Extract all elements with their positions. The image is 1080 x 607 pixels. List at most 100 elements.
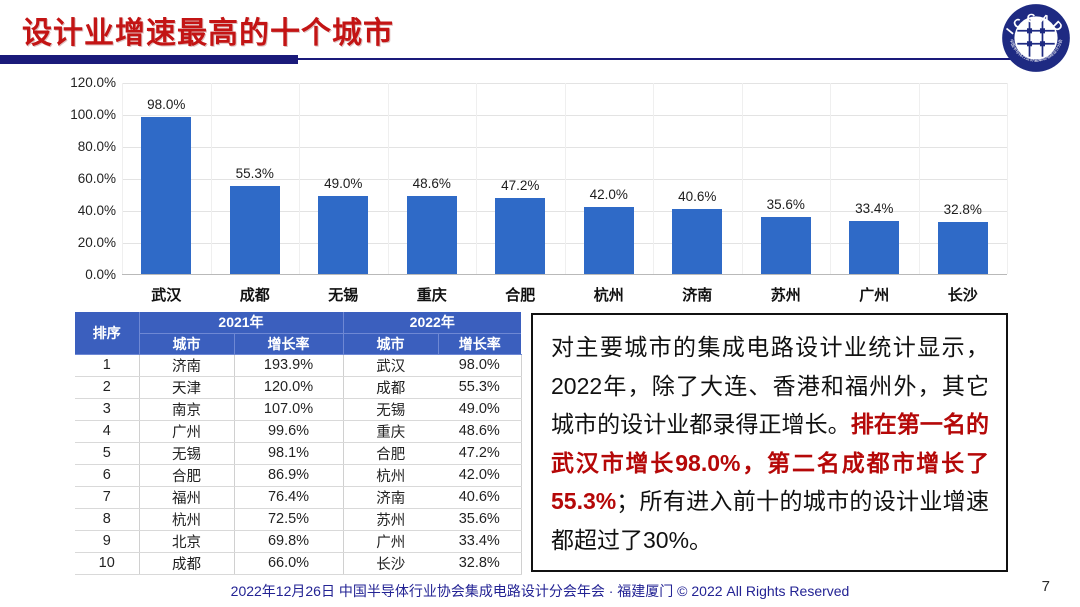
table-body: 1 济南 193.9% 武汉 98.0% 2 天津 120.0% 成都 55.3% 3 南京 107.0… xyxy=(75,354,522,575)
bar-value-label: 35.6% xyxy=(766,197,805,213)
x-axis-labels: 武汉 成都 无锡 重庆 合肥 杭州 济南 苏州 广州 长沙 xyxy=(122,284,1007,305)
bar-value-label: 49.0% xyxy=(324,175,363,191)
bar-成都 xyxy=(229,185,280,274)
rank-cell: 9 xyxy=(75,530,140,553)
bar-重庆 xyxy=(406,196,457,274)
bar-广州 xyxy=(849,220,900,274)
gridline-vertical xyxy=(653,83,654,274)
growth-2021-cell: 76.4% xyxy=(234,486,344,509)
growth-2022-cell: 47.2% xyxy=(438,442,522,465)
table-row: 6 合肥 86.9% 杭州 42.0% xyxy=(75,464,522,487)
gridline-vertical xyxy=(387,83,389,274)
growth-2021-cell: 86.9% xyxy=(234,464,344,487)
gridline-vertical xyxy=(476,83,477,274)
table-row: 9 北京 69.8% 广州 33.4% xyxy=(75,530,522,553)
bar-长沙 xyxy=(937,221,988,274)
y-tick-label: 60.0% xyxy=(77,171,116,186)
table-row: 1 济南 193.9% 武汉 98.0% xyxy=(75,354,522,377)
note-text-highlight: 排在第一名的武汉市增长98.0%，第二名成都市增长了55.3% xyxy=(551,411,990,514)
rank-cell: 2 xyxy=(75,376,140,399)
city-2021-cell: 福州 xyxy=(139,486,235,509)
y-tick-label: 120.0% xyxy=(70,75,116,90)
growth-2022-cell: 42.0% xyxy=(438,464,522,487)
page-title: 设计业增速最高的十个城市 xyxy=(22,17,394,50)
bar-value-label: 48.6% xyxy=(412,176,451,192)
city-2021-cell: 北京 xyxy=(139,530,235,553)
title-underline-thick xyxy=(0,55,298,64)
growth-2021-cell: 107.0% xyxy=(234,398,344,421)
city-2021-cell: 合肥 xyxy=(139,464,235,487)
city-2022-cell: 武汉 xyxy=(343,354,438,377)
growth-2022-header-cell: 增长率 xyxy=(437,332,521,355)
bar-value-label: 32.8% xyxy=(943,201,982,217)
city-2022-cell: 广州 xyxy=(343,530,438,553)
table-row: 2 天津 120.0% 成都 55.3% xyxy=(75,376,522,399)
city-2022-cell: 苏州 xyxy=(343,508,438,531)
bar-value-label: 47.2% xyxy=(501,178,540,194)
growth-2022-cell: 49.0% xyxy=(438,398,522,421)
table-row: 10 成都 66.0% 长沙 32.8% xyxy=(75,552,522,575)
bar-value-label: 98.0% xyxy=(147,97,186,113)
y-tick-label: 80.0% xyxy=(77,139,116,154)
table-row: 3 南京 107.0% 无锡 49.0% xyxy=(75,398,522,421)
bar-杭州 xyxy=(583,206,634,274)
rank-cell: 1 xyxy=(75,354,140,377)
growth-2021-cell: 98.1% xyxy=(234,442,344,465)
rank-cell: 10 xyxy=(75,552,140,575)
gridline-vertical xyxy=(299,83,300,274)
x-category-label: 济南 xyxy=(682,287,713,304)
rank-cell: 5 xyxy=(75,442,140,465)
growth-2021-header-cell: 增长率 xyxy=(233,332,344,355)
footer-text: 2022年12月26日 中国半导体行业协会集成电路设计分会年会 · 福建厦门 ©… xyxy=(230,583,850,599)
x-category-label: 武汉 xyxy=(151,287,182,304)
growth-2021-cell: 66.0% xyxy=(234,552,344,575)
city-2021-cell: 济南 xyxy=(139,354,235,377)
table-row: 7 福州 76.4% 济南 40.6% xyxy=(75,486,522,509)
rank-cell: 3 xyxy=(75,398,140,421)
city-2021-cell: 成都 xyxy=(139,552,235,575)
page-number: 7 xyxy=(1041,578,1050,595)
x-category-label: 长沙 xyxy=(947,287,978,304)
bar-value-label: 42.0% xyxy=(589,186,628,202)
rank-cell: 6 xyxy=(75,464,140,487)
gridline-vertical xyxy=(830,83,831,274)
year-2021-header-cell: 2021年 xyxy=(138,312,344,334)
y-tick-label: 20.0% xyxy=(77,235,116,250)
y-tick-label: 0.0% xyxy=(85,267,116,282)
growth-2022-cell: 40.6% xyxy=(438,486,522,509)
growth-2021-cell: 72.5% xyxy=(234,508,344,531)
gridline-vertical xyxy=(210,83,212,274)
gridline-vertical xyxy=(741,83,743,274)
bar-value-label: 33.4% xyxy=(855,200,894,216)
title-underline-thin xyxy=(298,58,1040,60)
x-category-label: 成都 xyxy=(239,287,270,304)
growth-2022-cell: 48.6% xyxy=(438,420,522,443)
y-tick-label: 100.0% xyxy=(70,107,116,122)
bar-合肥 xyxy=(495,198,546,274)
bar-value-label: 55.3% xyxy=(235,165,274,181)
rank-cell: 8 xyxy=(75,508,140,531)
bar-value-label: 40.6% xyxy=(678,189,717,205)
gridline-vertical xyxy=(1007,83,1008,274)
city-2022-cell: 重庆 xyxy=(343,420,438,443)
city-2022-cell: 无锡 xyxy=(343,398,438,421)
year-2022-header-cell: 2022年 xyxy=(342,312,521,334)
bar-无锡 xyxy=(318,195,369,274)
city-2021-cell: 无锡 xyxy=(139,442,235,465)
city-2022-header-cell: 城市 xyxy=(342,332,439,355)
table-row: 8 杭州 72.5% 苏州 35.6% xyxy=(75,508,522,531)
city-2021-cell: 广州 xyxy=(139,420,235,443)
note-text-before: 对主要城市的集成电路设计业统计显示，2022年，除了大连、香港和福州外，其它城市… xyxy=(551,334,989,437)
x-category-label: 杭州 xyxy=(593,287,624,304)
city-2022-cell: 杭州 xyxy=(343,464,438,487)
city-growth-table: 排序 2021年 2022年 城市 增长率 城市 增长率 1 济南 193.9% 武汉… xyxy=(75,312,522,575)
bar-济南 xyxy=(672,209,723,274)
growth-2022-cell: 98.0% xyxy=(438,354,522,377)
x-category-label: 无锡 xyxy=(328,287,359,304)
growth-2022-cell: 55.3% xyxy=(438,376,522,399)
x-category-label: 苏州 xyxy=(770,287,801,304)
city-2021-cell: 南京 xyxy=(139,398,235,421)
rank-header-cell: 排序 xyxy=(75,312,140,355)
city-2021-header-cell: 城市 xyxy=(139,332,235,355)
